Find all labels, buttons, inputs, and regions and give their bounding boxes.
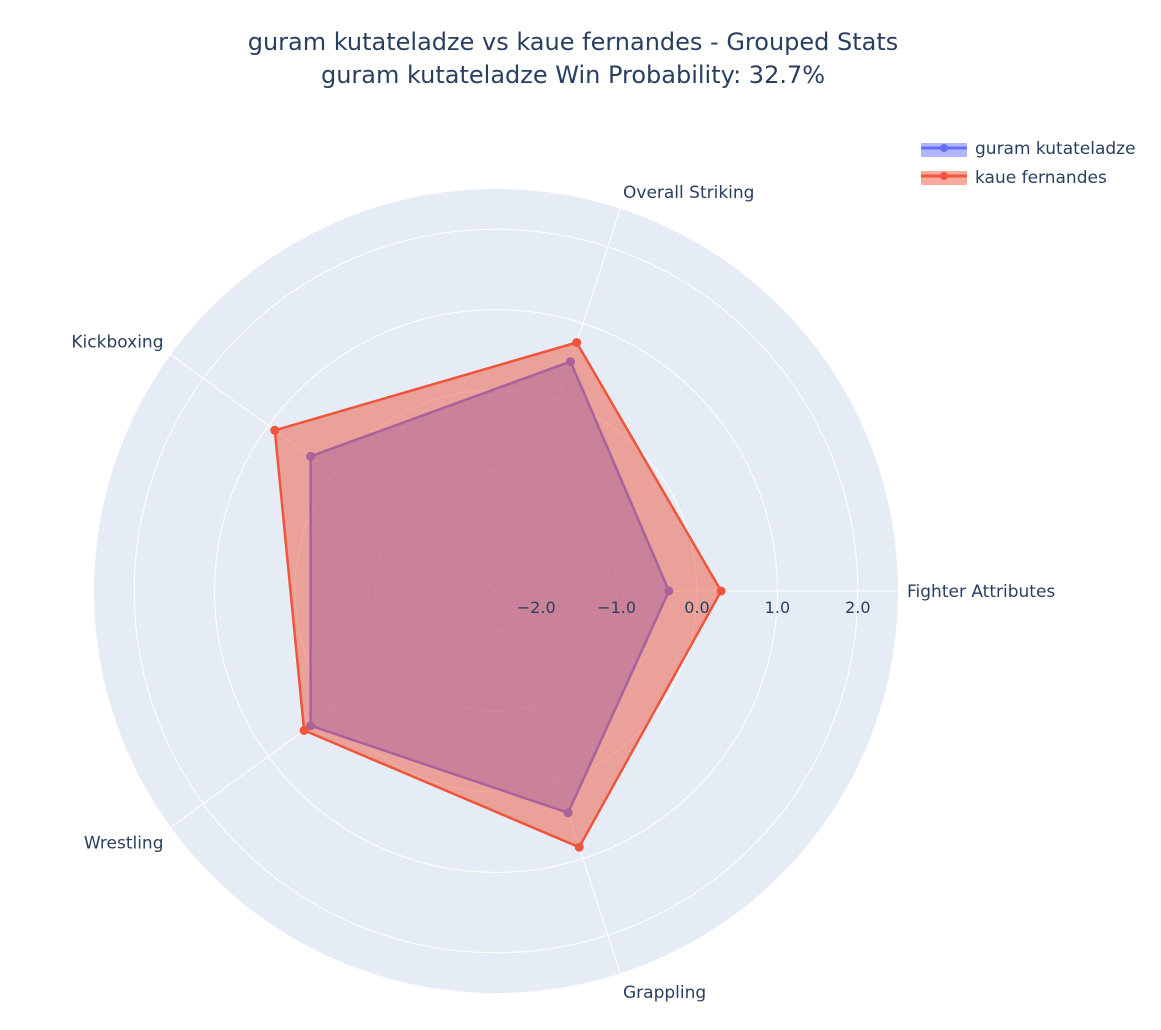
data-point-kaue-fernandes-overall-striking[interactable] [572, 338, 582, 347]
radial-tick-label: −2.0 [517, 598, 556, 617]
legend-item-kaue-fernandes[interactable]: kaue fernandes [921, 168, 1107, 188]
series-layer [270, 338, 726, 852]
axis-label-wrestling: Wrestling [84, 834, 164, 854]
data-point-kaue-fernandes-grappling[interactable] [574, 842, 584, 852]
radial-ticks: −2.0 −1.0 0.0 1.0 2.0 [517, 598, 871, 617]
data-point-kaue-fernandes-wrestling[interactable] [299, 725, 309, 735]
data-point-kaue-fernandes-fighter-attributes[interactable] [716, 586, 726, 596]
legend-label: kaue fernandes [975, 168, 1107, 188]
radial-tick-label: 2.0 [845, 598, 870, 617]
data-point-kaue-fernandes-kickboxing[interactable] [270, 425, 280, 435]
chart-subtitle: guram kutateladze Win Probability: 32.7% [321, 61, 825, 89]
axis-labels: Fighter Attributes Overall Striking Kickbo… [71, 183, 1055, 1003]
radial-tick-label: 0.0 [684, 598, 709, 617]
axis-label-overall-striking: Overall Striking [623, 183, 754, 203]
radial-tick-label: 1.0 [765, 598, 790, 617]
axis-label-kickboxing: Kickboxing [71, 332, 163, 352]
chart-title: guram kutateladze vs kaue fernandes - Gr… [248, 28, 899, 56]
axis-label-fighter-attributes: Fighter Attributes [907, 582, 1055, 602]
legend-swatch-marker [940, 172, 948, 180]
legend-swatch-marker [940, 144, 948, 152]
legend[interactable]: guram kutateladze kaue fernandes [921, 139, 1136, 188]
series-area-kaue-fernandes [273, 341, 723, 849]
axis-label-grappling: Grappling [623, 983, 706, 1003]
legend-item-guram-kutateladze[interactable]: guram kutateladze [921, 139, 1136, 159]
radial-tick-label: −1.0 [597, 598, 636, 617]
legend-label: guram kutateladze [975, 139, 1136, 159]
